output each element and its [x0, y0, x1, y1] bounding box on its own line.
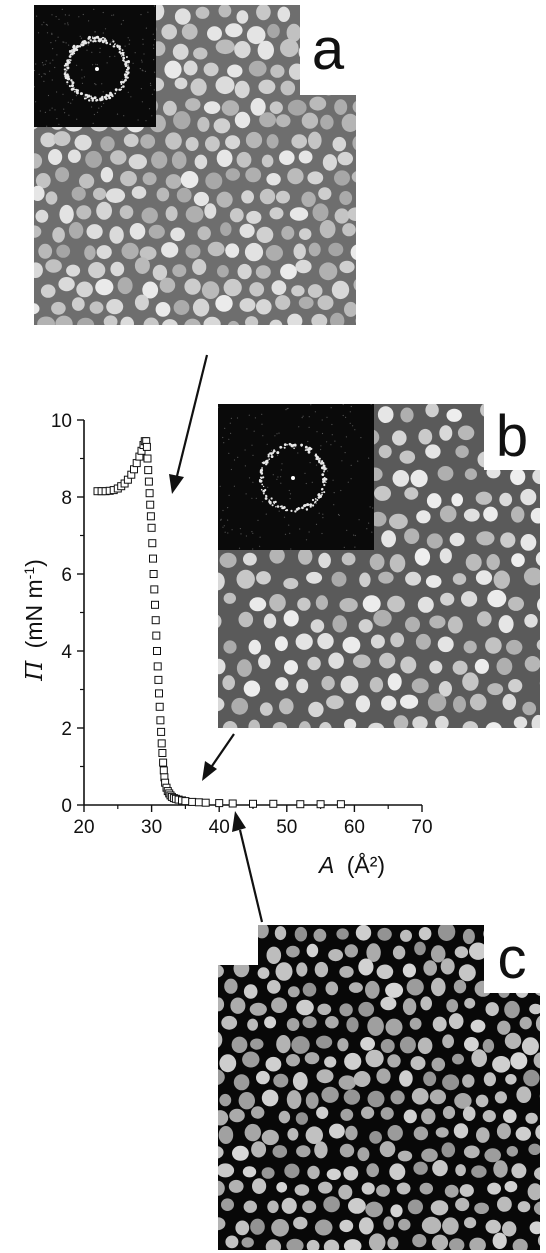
y-axis-symbol: Π: [22, 660, 48, 682]
data-point: [156, 716, 165, 725]
afm-image-c: c: [218, 925, 540, 1250]
data-point: [144, 466, 153, 475]
data-point: [249, 799, 257, 808]
data-point: [154, 675, 163, 684]
data-point: [151, 616, 160, 625]
y-tick-label: 6: [61, 565, 72, 586]
y-tick-label: 2: [61, 719, 72, 740]
data-point: [201, 798, 210, 807]
data-point: [149, 554, 157, 563]
data-point: [155, 702, 164, 711]
y-axis-unit: (mN m: [21, 579, 47, 648]
afm-image-a: a: [34, 5, 356, 325]
data-point: [153, 647, 161, 655]
panel-label-c: c: [484, 925, 540, 993]
y-axis-exp: -1: [21, 567, 37, 580]
y-tick-label: 4: [61, 642, 72, 663]
y-tick-label: 0: [61, 796, 72, 817]
data-point: [132, 459, 141, 468]
data-point: [152, 631, 161, 640]
data-point: [143, 454, 152, 463]
data-point: [215, 799, 224, 808]
data-point: [144, 477, 153, 486]
data-point: [336, 800, 345, 809]
y-axis-label: Π (mN m-1): [21, 559, 48, 682]
chart-ticks: 20 30 40 50 60 70 0 2 4 6 8 10: [51, 411, 433, 838]
y-tick-label: 8: [61, 488, 72, 509]
x-tick-label: 40: [209, 817, 230, 838]
isotherm-chart: 20 30 40 50 60 70 0 2 4 6 8 10 Π (mN m-1) A (Å²): [21, 411, 433, 878]
data-point: [151, 600, 159, 609]
data-point: [150, 585, 159, 594]
data-point: [228, 799, 237, 808]
fft-ring-b: [218, 404, 374, 550]
data-point: [153, 662, 162, 671]
data-point: [146, 500, 155, 509]
data-point: [159, 758, 168, 767]
y-axis-close: ): [21, 559, 47, 567]
panel-label-a: a: [300, 5, 356, 95]
data-point: [142, 442, 151, 451]
data-point: [146, 512, 155, 521]
data-point: [157, 727, 166, 736]
x-tick-label: 50: [276, 817, 297, 838]
data-point: [145, 489, 154, 498]
y-tick-label: 10: [51, 411, 72, 432]
data-point: [158, 749, 167, 757]
x-tick-label: 30: [141, 817, 162, 838]
data-point: [147, 523, 156, 532]
data-point: [149, 570, 158, 578]
fft-ring-a: [34, 5, 156, 127]
data-point: [296, 800, 305, 809]
data-point: [316, 800, 325, 809]
panel-c-corner-notch: [218, 925, 258, 965]
data-point: [269, 799, 278, 808]
x-axis-unit: (Å²): [347, 851, 385, 878]
x-axis-label: A (Å²): [317, 851, 385, 878]
fft-inset-b: [218, 404, 374, 550]
x-tick-label: 20: [73, 817, 94, 838]
afm-image-b: b: [218, 404, 540, 728]
data-point: [155, 689, 163, 698]
fft-inset-a: [34, 5, 156, 127]
data-point: [157, 739, 166, 748]
data-point: [181, 797, 190, 806]
data-point: [188, 797, 197, 806]
data-point: [194, 798, 203, 807]
chart-points: [93, 437, 345, 809]
data-point: [159, 766, 168, 775]
x-tick-label: 60: [344, 817, 365, 838]
x-axis-symbol: A: [317, 852, 334, 878]
panel-label-b: b: [484, 404, 540, 470]
data-point: [148, 539, 157, 548]
x-tick-label: 70: [411, 817, 432, 838]
